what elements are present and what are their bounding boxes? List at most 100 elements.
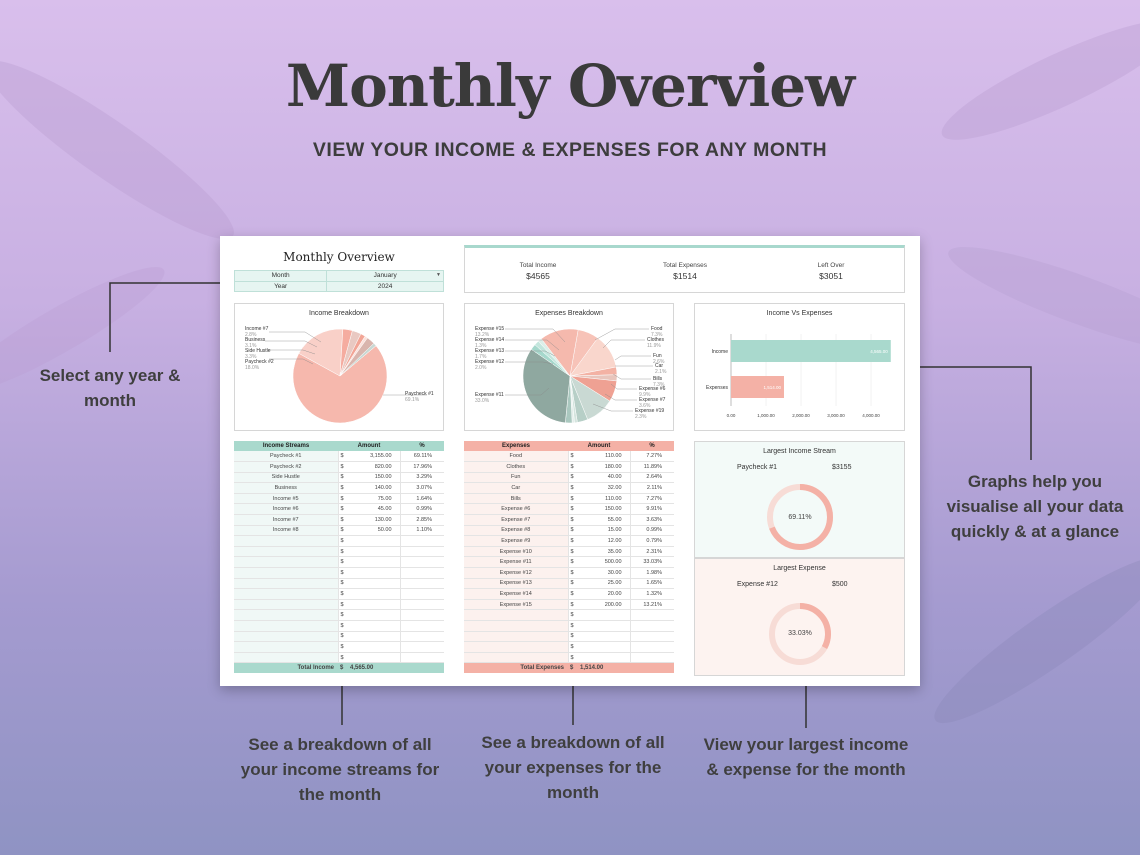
cell-pct[interactable]: 0.79%: [629, 535, 675, 547]
cell-pct[interactable]: 0.99%: [629, 525, 675, 537]
cell-cur[interactable]: $: [567, 631, 580, 643]
cell-pct[interactable]: [399, 631, 445, 643]
cell-amount[interactable]: 200.00: [580, 599, 631, 611]
cell-amount[interactable]: [350, 631, 401, 643]
cell-cur[interactable]: $: [567, 599, 580, 611]
cell-cur[interactable]: $: [337, 472, 350, 484]
cell-name[interactable]: Expense #10: [464, 546, 568, 558]
cell-pct[interactable]: [399, 599, 445, 611]
cell-pct[interactable]: 33.03%: [629, 556, 675, 569]
cell-cur[interactable]: $: [567, 461, 580, 473]
cell-pct[interactable]: 0.99%: [399, 503, 445, 516]
cell-pct[interactable]: [399, 652, 445, 664]
cell-amount[interactable]: 35.00: [580, 546, 631, 558]
cell-cur[interactable]: $: [567, 503, 580, 516]
cell-cur[interactable]: $: [567, 472, 580, 484]
cell-amount[interactable]: [580, 652, 631, 664]
cell-amount[interactable]: 12.00: [580, 535, 631, 547]
cell-name[interactable]: [464, 609, 568, 621]
cell-pct[interactable]: 3.63%: [629, 514, 675, 526]
cell-pct[interactable]: 3.29%: [399, 472, 445, 484]
cell-name[interactable]: Expense #7: [464, 514, 568, 526]
cell-pct[interactable]: 9.91%: [629, 503, 675, 516]
cell-cur[interactable]: $: [337, 588, 350, 600]
cell-amount[interactable]: 15.00: [580, 525, 631, 537]
cell-cur[interactable]: $: [337, 493, 350, 505]
cell-name[interactable]: Expense #13: [464, 578, 568, 590]
cell-pct[interactable]: 1.64%: [399, 493, 445, 505]
cell-cur[interactable]: $: [567, 535, 580, 547]
cell-pct[interactable]: 1.32%: [629, 588, 675, 600]
cell-cur[interactable]: $: [337, 535, 350, 547]
cell-amount[interactable]: [350, 535, 401, 547]
cell-amount[interactable]: 3,155.00: [350, 451, 401, 463]
cell-pct[interactable]: 3.07%: [399, 482, 445, 494]
cell-amount[interactable]: [580, 631, 631, 643]
cell-amount[interactable]: 150.00: [350, 472, 401, 484]
cell-pct[interactable]: 11.89%: [629, 461, 675, 473]
cell-name[interactable]: Income #7: [234, 514, 338, 526]
cell-pct[interactable]: [399, 588, 445, 600]
cell-amount[interactable]: 32.00: [580, 482, 631, 494]
cell-cur[interactable]: $: [567, 451, 580, 463]
cell-cur[interactable]: $: [567, 514, 580, 526]
cell-pct[interactable]: [399, 556, 445, 569]
cell-name[interactable]: Bills: [464, 493, 568, 505]
cell-amount[interactable]: 25.00: [580, 578, 631, 590]
cell-pct[interactable]: 7.27%: [629, 493, 675, 505]
cell-pct[interactable]: [399, 620, 445, 632]
cell-name[interactable]: [464, 631, 568, 643]
year-input[interactable]: 2024: [326, 280, 444, 292]
cell-amount[interactable]: 50.00: [350, 525, 401, 537]
cell-name[interactable]: [234, 631, 338, 643]
cell-cur[interactable]: $: [567, 567, 580, 579]
cell-name[interactable]: [234, 535, 338, 547]
cell-pct[interactable]: [399, 609, 445, 621]
cell-pct[interactable]: 13.21%: [629, 599, 675, 611]
cell-cur[interactable]: $: [337, 514, 350, 526]
cell-cur[interactable]: $: [337, 567, 350, 579]
cell-pct[interactable]: 69.11%: [399, 451, 445, 463]
cell-amount[interactable]: 130.00: [350, 514, 401, 526]
cell-cur[interactable]: $: [337, 631, 350, 643]
cell-amount[interactable]: 180.00: [580, 461, 631, 473]
cell-name[interactable]: [464, 652, 568, 664]
cell-amount[interactable]: 20.00: [580, 588, 631, 600]
cell-name[interactable]: [234, 556, 338, 569]
cell-amount[interactable]: [350, 641, 401, 653]
cell-cur[interactable]: $: [567, 588, 580, 600]
cell-name[interactable]: [234, 620, 338, 632]
cell-name[interactable]: Income #6: [234, 503, 338, 516]
cell-name[interactable]: Income #5: [234, 493, 338, 505]
cell-amount[interactable]: 55.00: [580, 514, 631, 526]
cell-cur[interactable]: $: [337, 641, 350, 653]
cell-amount[interactable]: [580, 620, 631, 632]
cell-name[interactable]: Expense #8: [464, 525, 568, 537]
cell-amount[interactable]: [350, 567, 401, 579]
cell-cur[interactable]: $: [567, 482, 580, 494]
cell-name[interactable]: Side Hustle: [234, 472, 338, 484]
cell-cur[interactable]: $: [567, 493, 580, 505]
cell-pct[interactable]: [629, 620, 675, 632]
cell-name[interactable]: Fun: [464, 472, 568, 484]
cell-name[interactable]: [234, 641, 338, 653]
cell-name[interactable]: [234, 652, 338, 664]
cell-amount[interactable]: [350, 588, 401, 600]
cell-pct[interactable]: [629, 641, 675, 653]
cell-cur[interactable]: $: [337, 556, 350, 569]
cell-name[interactable]: Expense #6: [464, 503, 568, 516]
cell-pct[interactable]: 2.85%: [399, 514, 445, 526]
cell-pct[interactable]: 1.10%: [399, 525, 445, 537]
cell-amount[interactable]: [350, 546, 401, 558]
cell-pct[interactable]: 2.11%: [629, 482, 675, 494]
cell-pct[interactable]: [629, 609, 675, 621]
cell-pct[interactable]: [399, 535, 445, 547]
cell-amount[interactable]: 40.00: [580, 472, 631, 484]
cell-amount[interactable]: 110.00: [580, 451, 631, 463]
cell-name[interactable]: [234, 588, 338, 600]
cell-pct[interactable]: [629, 652, 675, 664]
cell-name[interactable]: Clothes: [464, 461, 568, 473]
cell-name[interactable]: Expense #9: [464, 535, 568, 547]
cell-pct[interactable]: [399, 567, 445, 579]
cell-pct[interactable]: 7.27%: [629, 451, 675, 463]
